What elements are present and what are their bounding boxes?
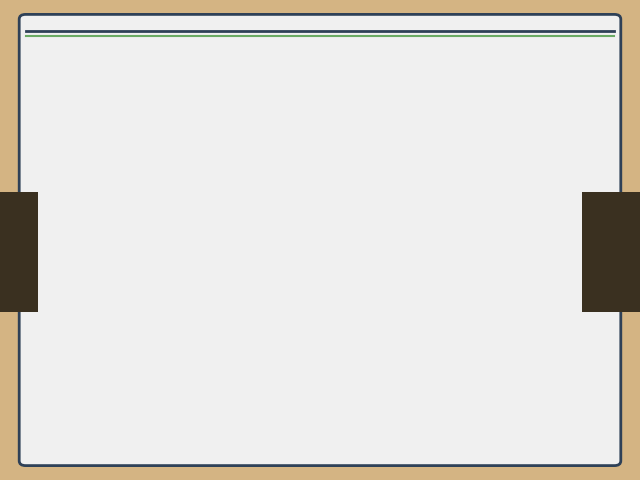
FancyBboxPatch shape [387, 401, 430, 437]
Text: FLY
LEFT
SIDE: FLY LEFT SIDE [470, 314, 497, 348]
FancyBboxPatch shape [316, 401, 360, 437]
Bar [342, 264, 406, 273]
Bar [371, 406, 378, 430]
Text: horizontal guidance, and the: horizontal guidance, and the [33, 268, 236, 281]
Ellipse shape [428, 404, 461, 431]
Bar [342, 232, 406, 240]
Text: FLY
RIGHT
SIDE: FLY RIGHT SIDE [249, 314, 282, 348]
Bar [342, 296, 406, 304]
Bar [339, 72, 410, 346]
Text: the: the [107, 211, 134, 224]
Bar [342, 168, 406, 177]
Text: MHz: MHz [120, 325, 149, 338]
Text: Radio signals: Radio signals [88, 182, 181, 195]
Text: (329.15 to 335: (329.15 to 335 [138, 296, 246, 310]
Text: 32: 32 [363, 92, 386, 110]
FancyBboxPatch shape [246, 401, 289, 437]
Bar [406, 406, 413, 430]
Text: glideslope: glideslope [98, 296, 171, 310]
Text: Clearance Sector: Clearance Sector [447, 440, 525, 448]
Ellipse shape [463, 404, 497, 431]
FancyBboxPatch shape [281, 401, 324, 437]
Bar [336, 406, 342, 430]
Text: localizer: localizer [105, 211, 164, 224]
Ellipse shape [287, 404, 321, 431]
FancyBboxPatch shape [351, 401, 395, 437]
Text: Course Sector: Course Sector [342, 440, 406, 448]
FancyBboxPatch shape [422, 401, 465, 437]
Bar [342, 105, 406, 113]
Text: frequency) for: frequency) for [84, 353, 185, 367]
Bar [342, 200, 406, 209]
Text: Clearance Sector: Clearance Sector [223, 440, 301, 448]
Ellipse shape [393, 404, 426, 431]
Text: frequency), which provides: frequency), which provides [38, 239, 230, 252]
FancyBboxPatch shape [457, 401, 500, 437]
Text: 14: 14 [363, 308, 386, 326]
Ellipse shape [252, 404, 285, 431]
Ellipse shape [358, 404, 391, 431]
Text: (108 to 112 MHz: (108 to 112 MHz [129, 211, 249, 224]
Bar [342, 327, 406, 336]
Text: ILS uses two directional: ILS uses two directional [51, 154, 218, 167]
Bar [342, 136, 406, 145]
Text: vertical.: vertical. [106, 382, 163, 395]
Text: ,: , [161, 182, 166, 195]
Text: ILS Display at the
Cockpit: ILS Display at the Cockpit [38, 77, 231, 118]
Ellipse shape [323, 404, 356, 431]
